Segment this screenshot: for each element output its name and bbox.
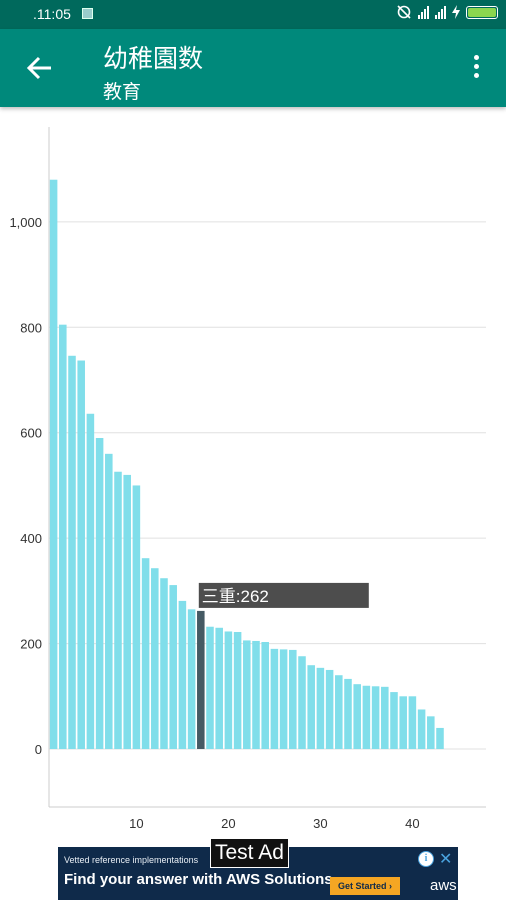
bars[interactable] bbox=[49, 179, 444, 750]
signal-icon-2 bbox=[435, 5, 446, 19]
page-subtitle: 教育 bbox=[103, 81, 142, 103]
bar[interactable] bbox=[206, 626, 214, 750]
back-arrow-icon[interactable] bbox=[24, 53, 54, 83]
bar[interactable] bbox=[399, 696, 407, 750]
bar[interactable] bbox=[353, 684, 361, 750]
x-tick-label: 20 bbox=[221, 816, 235, 831]
bar[interactable] bbox=[362, 685, 371, 750]
bar[interactable] bbox=[335, 675, 343, 750]
bar[interactable] bbox=[151, 568, 159, 750]
bar[interactable] bbox=[427, 716, 435, 750]
bar[interactable] bbox=[197, 610, 205, 750]
bar[interactable] bbox=[316, 667, 325, 750]
bar[interactable] bbox=[390, 692, 398, 750]
bar[interactable] bbox=[160, 578, 168, 750]
tick-labels: 0 200 400 600 800 1,000 10 20 30 40 bbox=[9, 215, 419, 831]
ad-brand-logo: aws bbox=[430, 877, 457, 894]
bar[interactable] bbox=[252, 640, 260, 750]
bar[interactable] bbox=[307, 665, 315, 750]
bar[interactable] bbox=[49, 179, 58, 750]
bar[interactable] bbox=[141, 558, 150, 750]
axes bbox=[48, 127, 486, 808]
bar[interactable] bbox=[436, 727, 444, 750]
overflow-menu-icon[interactable] bbox=[472, 55, 480, 81]
notification-icon bbox=[82, 8, 93, 19]
x-tick-label: 40 bbox=[405, 816, 419, 831]
y-tick-label: 400 bbox=[20, 531, 42, 546]
bar[interactable] bbox=[270, 648, 279, 750]
bar[interactable] bbox=[233, 631, 242, 750]
bar[interactable] bbox=[279, 649, 288, 750]
bar[interactable] bbox=[325, 669, 334, 750]
y-tick-label: 200 bbox=[20, 637, 42, 652]
bar[interactable] bbox=[86, 413, 95, 750]
ad-close-icon[interactable]: ✕ bbox=[439, 851, 453, 868]
bar[interactable] bbox=[114, 471, 122, 750]
bar[interactable] bbox=[178, 600, 187, 750]
ad-cta-button[interactable]: Get Started › bbox=[330, 877, 400, 895]
bar[interactable] bbox=[169, 585, 177, 750]
bar[interactable] bbox=[261, 642, 269, 750]
x-tick-label: 10 bbox=[129, 816, 143, 831]
ad-banner[interactable]: Vetted reference implementations Find yo… bbox=[58, 847, 458, 900]
signal-icon bbox=[418, 5, 429, 19]
ad-line2: Find your answer with AWS Solutions bbox=[64, 871, 333, 888]
bar-tooltip: 三重:262 bbox=[198, 582, 369, 608]
ad-info-icon[interactable]: i bbox=[418, 851, 434, 867]
page-title: 幼稚園数 bbox=[103, 44, 204, 73]
tooltip-text: 三重:262 bbox=[202, 587, 269, 606]
bar[interactable] bbox=[123, 474, 131, 750]
bar[interactable] bbox=[95, 438, 104, 750]
ad-line1: Vetted reference implementations bbox=[64, 855, 199, 865]
bar[interactable] bbox=[298, 656, 306, 750]
y-tick-label: 1,000 bbox=[9, 215, 42, 230]
x-tick-label: 30 bbox=[313, 816, 327, 831]
bar[interactable] bbox=[59, 324, 67, 750]
bar[interactable] bbox=[215, 627, 223, 750]
charging-icon bbox=[452, 5, 460, 19]
bar[interactable] bbox=[381, 686, 389, 750]
status-bar: .11:05 bbox=[0, 0, 506, 29]
bar[interactable] bbox=[408, 696, 417, 750]
status-time: .11:05 bbox=[33, 6, 71, 22]
bar[interactable] bbox=[371, 686, 380, 750]
y-tick-label: 0 bbox=[35, 742, 42, 757]
sync-off-icon bbox=[397, 5, 411, 19]
bar[interactable] bbox=[417, 709, 426, 750]
bar-chart[interactable]: 0 200 400 600 800 1,000 10 20 30 40 三重:262 bbox=[0, 107, 506, 837]
bar[interactable] bbox=[289, 649, 297, 750]
y-tick-label: 800 bbox=[20, 320, 42, 335]
y-tick-label: 600 bbox=[20, 426, 42, 441]
test-ad-label: Test Ad bbox=[210, 838, 289, 868]
bar[interactable] bbox=[187, 609, 196, 750]
bar[interactable] bbox=[68, 355, 76, 750]
bar[interactable] bbox=[224, 631, 233, 750]
tooltip-box bbox=[198, 582, 369, 608]
app-bar: 幼稚園数 教育 bbox=[0, 29, 506, 107]
bar[interactable] bbox=[105, 453, 113, 750]
bar[interactable] bbox=[344, 678, 352, 750]
bar[interactable] bbox=[243, 640, 251, 750]
battery-icon bbox=[466, 5, 498, 19]
bar[interactable] bbox=[132, 485, 141, 750]
bar[interactable] bbox=[77, 360, 85, 750]
status-icons bbox=[396, 4, 498, 20]
